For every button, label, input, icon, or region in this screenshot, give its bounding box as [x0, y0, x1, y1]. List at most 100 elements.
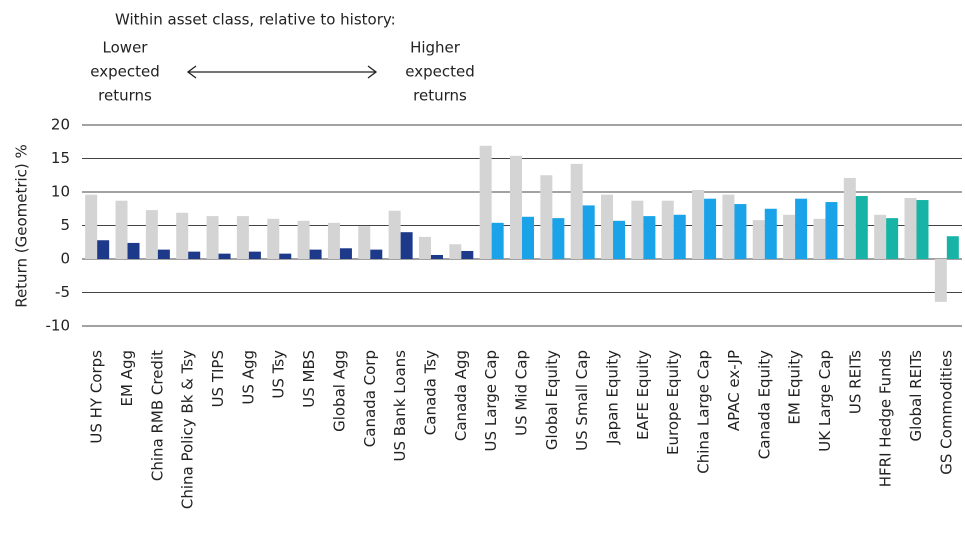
bar — [673, 214, 686, 259]
bar — [886, 218, 899, 259]
bar — [206, 216, 219, 259]
bar — [388, 210, 401, 259]
bar — [339, 248, 352, 259]
bar — [188, 251, 201, 259]
x-tick-label: US Large Cap — [482, 350, 500, 451]
x-tick-label: EAFE Equity — [634, 350, 652, 440]
x-tick-label: US REITs — [846, 350, 864, 414]
annotation-lower: returns — [98, 87, 152, 105]
x-tick-label: Europe Equity — [664, 350, 682, 455]
bar — [825, 202, 838, 259]
x-tick-label: EM Agg — [118, 350, 136, 407]
bar — [449, 244, 462, 259]
x-tick-label: Canada Corp — [361, 350, 379, 447]
annotation-header: Within asset class, relative to history: — [115, 11, 396, 29]
bar — [115, 200, 128, 259]
bar — [752, 220, 765, 259]
bar — [358, 226, 371, 259]
x-tick-label: China Policy Bk & Tsy — [179, 350, 197, 509]
bar — [601, 194, 614, 259]
bar — [661, 200, 674, 259]
bar — [297, 220, 310, 259]
bar — [734, 204, 747, 259]
x-tick-label: China RMB Credit — [148, 350, 166, 481]
bar — [267, 218, 280, 259]
y-tick-label: -10 — [46, 317, 71, 335]
bar — [218, 253, 231, 259]
x-tick-label: HFRI Hedge Funds — [877, 350, 895, 487]
bar — [783, 214, 796, 259]
bar — [934, 259, 947, 302]
y-tick-label: 10 — [51, 183, 70, 201]
bar — [145, 210, 158, 259]
double-arrow — [186, 65, 378, 79]
x-tick-label: Canada Agg — [452, 350, 470, 441]
bar — [157, 249, 170, 259]
x-tick-label: US Bank Loans — [391, 350, 409, 462]
x-tick-label: US TIPS — [209, 350, 227, 407]
x-tick-label: US HY Corps — [88, 350, 106, 444]
bar — [764, 208, 777, 259]
bar — [631, 200, 644, 259]
bar — [540, 175, 553, 259]
bar — [704, 198, 717, 259]
bar — [248, 251, 261, 259]
x-tick-label: China Large Cap — [695, 350, 713, 474]
x-tick-label: US Agg — [239, 350, 257, 405]
bar — [461, 250, 474, 259]
bar — [327, 222, 340, 259]
bar — [582, 205, 595, 259]
bar — [430, 254, 443, 259]
bar — [370, 249, 383, 259]
annotation-higher: Higher — [410, 39, 461, 57]
y-tick-label: -5 — [55, 283, 70, 301]
y-axis-label: Return (Geometric) % — [13, 144, 31, 308]
x-tick-label: US Small Cap — [573, 350, 591, 451]
x-tick-label: Global Agg — [330, 350, 348, 432]
bar — [570, 163, 583, 259]
y-tick-label: 5 — [60, 216, 70, 234]
bar — [418, 236, 431, 259]
bar — [309, 249, 322, 259]
x-tick-label: Global Equity — [543, 350, 561, 450]
y-tick-label: 15 — [51, 149, 70, 167]
bar — [643, 216, 656, 259]
annotation-lower: Lower — [103, 39, 149, 57]
bar — [613, 220, 626, 259]
bar — [279, 253, 292, 259]
bar — [236, 216, 249, 259]
bar — [97, 240, 110, 259]
bar — [946, 236, 959, 259]
y-tick-label: 20 — [51, 116, 70, 134]
bar — [522, 216, 534, 259]
bar — [813, 218, 826, 259]
x-tick-label: US Tsy — [270, 350, 288, 399]
bar — [855, 196, 868, 259]
bar — [510, 155, 522, 259]
x-tick-label: UK Large Cap — [816, 350, 834, 452]
x-tick-label: Japan Equity — [604, 350, 622, 445]
bar — [85, 194, 98, 259]
annotation-higher: returns — [413, 87, 467, 105]
bar — [479, 145, 492, 259]
bar — [491, 222, 504, 259]
bar — [904, 198, 917, 259]
x-tick-label: US Mid Cap — [513, 350, 531, 436]
bar — [692, 189, 705, 259]
bar — [795, 198, 808, 259]
bar — [874, 214, 887, 259]
bar — [127, 242, 140, 259]
annotation-higher: expected — [405, 63, 474, 81]
bar — [722, 194, 735, 259]
x-tick-label: Global REITs — [907, 350, 925, 442]
y-tick-label: 0 — [60, 250, 70, 268]
bar — [916, 200, 929, 259]
annotation-lower: expected — [90, 63, 159, 81]
bar — [400, 232, 413, 259]
x-tick-label: APAC ex-JP — [725, 350, 743, 431]
bar — [843, 177, 856, 259]
bar — [176, 212, 189, 259]
x-tick-label: GS Commodities — [937, 350, 955, 475]
x-tick-label: Canada Tsy — [421, 350, 439, 435]
